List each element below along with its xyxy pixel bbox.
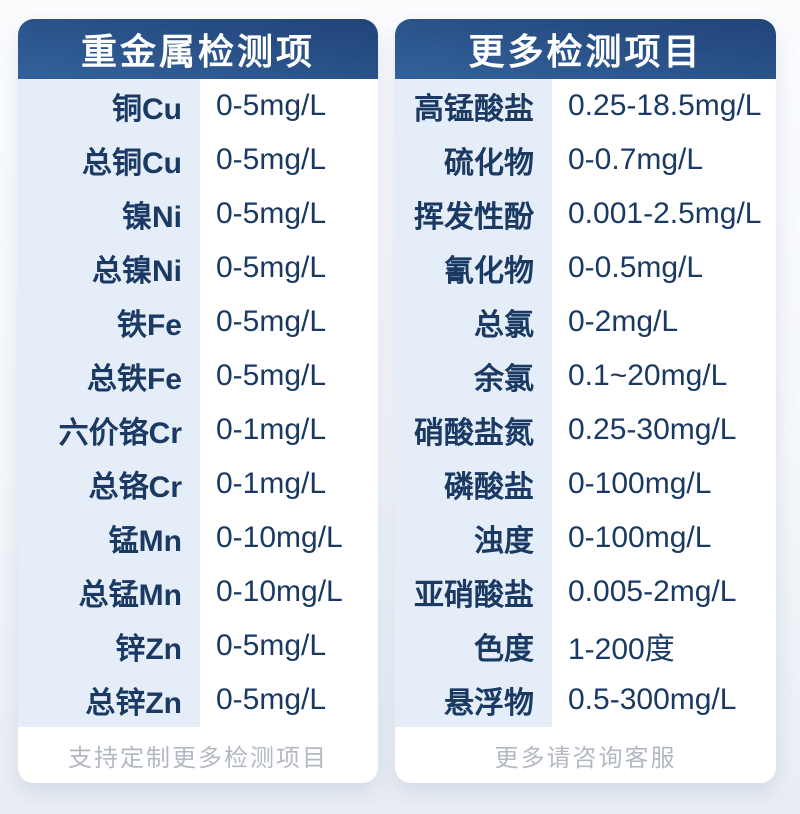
table-row: 磷酸盐 0-100mg/L [395,457,776,511]
table-row: 总锌Zn 0-5mg/L [18,673,378,727]
table-row: 高锰酸盐 0.25-18.5mg/L [395,79,776,133]
row-range-value: 0-1mg/L [200,403,378,457]
table-more-test-items: 高锰酸盐 0.25-18.5mg/L 硫化物 0-0.7mg/L 挥发性酚 0.… [395,79,776,727]
row-parameter-label: 挥发性酚 [395,187,552,241]
table-row: 镍Ni 0-5mg/L [18,187,378,241]
card-title-more-test-items: 更多检测项目 [395,19,776,79]
table-row: 余氯 0.1~20mg/L [395,349,776,403]
row-parameter-label: 悬浮物 [395,673,552,727]
row-range-value: 0-0.7mg/L [552,133,776,187]
row-range-value: 0.5-300mg/L [552,673,776,727]
table-row: 硝酸盐氮 0.25-30mg/L [395,403,776,457]
row-range-value: 0-5mg/L [200,673,378,727]
row-range-value: 0-5mg/L [200,349,378,403]
row-range-value: 0-10mg/L [200,565,378,619]
table-heavy-metal-items: 铜Cu 0-5mg/L 总铜Cu 0-5mg/L 镍Ni 0-5mg/L 总镍N… [18,79,378,727]
row-range-value: 0.005-2mg/L [552,565,776,619]
row-range-value: 1-200度 [552,619,776,673]
table-row: 锰Mn 0-10mg/L [18,511,378,565]
row-parameter-label: 铜Cu [18,79,200,133]
card-footer-contact-note: 更多请咨询客服 [395,727,776,783]
row-range-value: 0-2mg/L [552,295,776,349]
row-parameter-label: 总铬Cr [18,457,200,511]
table-row: 总氯 0-2mg/L [395,295,776,349]
row-range-value: 0.001-2.5mg/L [552,187,776,241]
row-parameter-label: 总锌Zn [18,673,200,727]
row-range-value: 0-5mg/L [200,241,378,295]
row-parameter-label: 总锰Mn [18,565,200,619]
table-row: 氰化物 0-0.5mg/L [395,241,776,295]
row-parameter-label: 高锰酸盐 [395,79,552,133]
table-row: 锌Zn 0-5mg/L [18,619,378,673]
row-range-value: 0-1mg/L [200,457,378,511]
row-parameter-label: 总铜Cu [18,133,200,187]
table-row: 总镍Ni 0-5mg/L [18,241,378,295]
table-row: 硫化物 0-0.7mg/L [395,133,776,187]
row-parameter-label: 硫化物 [395,133,552,187]
row-range-value: 0-100mg/L [552,511,776,565]
row-range-value: 0-10mg/L [200,511,378,565]
row-parameter-label: 余氯 [395,349,552,403]
row-parameter-label: 亚硝酸盐 [395,565,552,619]
card-more-test-items: 更多检测项目 高锰酸盐 0.25-18.5mg/L 硫化物 0-0.7mg/L … [395,19,776,783]
table-row: 悬浮物 0.5-300mg/L [395,673,776,727]
row-parameter-label: 铁Fe [18,295,200,349]
table-row: 浊度 0-100mg/L [395,511,776,565]
table-row: 总铬Cr 0-1mg/L [18,457,378,511]
row-parameter-label: 氰化物 [395,241,552,295]
table-row: 亚硝酸盐 0.005-2mg/L [395,565,776,619]
row-parameter-label: 硝酸盐氮 [395,403,552,457]
row-range-value: 0-100mg/L [552,457,776,511]
row-range-value: 0-5mg/L [200,79,378,133]
row-parameter-label: 镍Ni [18,187,200,241]
table-row: 总铜Cu 0-5mg/L [18,133,378,187]
card-heavy-metal-items: 重金属检测项 铜Cu 0-5mg/L 总铜Cu 0-5mg/L 镍Ni 0-5m… [18,19,378,783]
row-range-value: 0-5mg/L [200,295,378,349]
table-row: 总铁Fe 0-5mg/L [18,349,378,403]
row-range-value: 0-0.5mg/L [552,241,776,295]
row-parameter-label: 总镍Ni [18,241,200,295]
row-range-value: 0-5mg/L [200,187,378,241]
row-parameter-label: 色度 [395,619,552,673]
table-row: 铁Fe 0-5mg/L [18,295,378,349]
table-row: 挥发性酚 0.001-2.5mg/L [395,187,776,241]
table-row: 总锰Mn 0-10mg/L [18,565,378,619]
row-range-value: 0.1~20mg/L [552,349,776,403]
row-parameter-label: 磷酸盐 [395,457,552,511]
row-parameter-label: 六价铬Cr [18,403,200,457]
card-footer-custom-note: 支持定制更多检测项目 [18,727,378,783]
row-parameter-label: 锌Zn [18,619,200,673]
row-range-value: 0.25-30mg/L [552,403,776,457]
row-range-value: 0-5mg/L [200,133,378,187]
row-range-value: 0.25-18.5mg/L [552,79,776,133]
card-title-heavy-metal-items: 重金属检测项 [18,19,378,79]
row-range-value: 0-5mg/L [200,619,378,673]
table-row: 铜Cu 0-5mg/L [18,79,378,133]
row-parameter-label: 总氯 [395,295,552,349]
row-parameter-label: 总铁Fe [18,349,200,403]
table-row: 六价铬Cr 0-1mg/L [18,403,378,457]
row-parameter-label: 浊度 [395,511,552,565]
table-row: 色度 1-200度 [395,619,776,673]
row-parameter-label: 锰Mn [18,511,200,565]
